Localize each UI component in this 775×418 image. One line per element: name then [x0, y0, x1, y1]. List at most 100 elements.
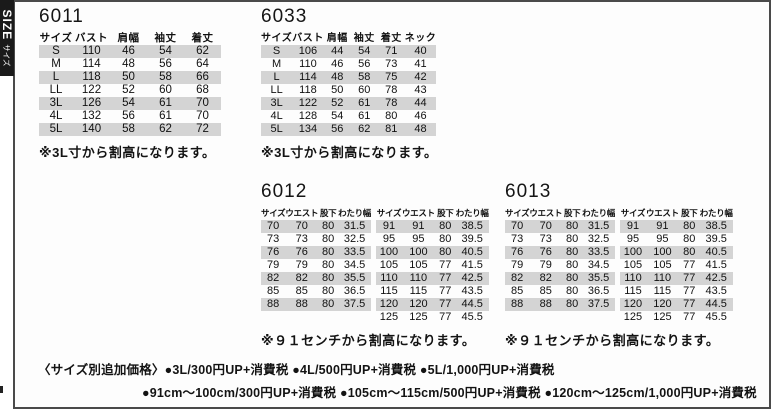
table-cell: 64	[196, 58, 209, 70]
table-row: 100 100 80 40.5	[619, 246, 733, 259]
table-cell: 54	[110, 97, 147, 110]
table-cell: 79	[267, 259, 280, 271]
table-cell: 43	[414, 84, 427, 96]
column-header: 肩幅	[117, 32, 140, 44]
table-cell: 77	[683, 259, 696, 271]
size-grid: サイズ ウエスト 股下 わたり幅 91 91 80 38.5 95 95 80 39.5 100 100 8…	[375, 207, 489, 324]
table-cell: 56	[122, 110, 135, 122]
table-cell: 95	[626, 233, 640, 245]
table-cell: 134	[292, 123, 324, 136]
table-row: 95 95 80 39.5	[620, 233, 733, 246]
size-grid: サイズ バスト 肩幅 袖丈 着丈 ネック S 106 44 54 71 40 M 110 46 56 73 41 L…	[261, 32, 437, 136]
table-cell: 37.5	[582, 298, 615, 311]
table-cell: 85	[511, 285, 524, 297]
product-number-6012: 6012	[261, 181, 308, 202]
table-cell: 125	[653, 311, 672, 323]
table-cell: 40.5	[699, 246, 733, 259]
size-block-6011: 6011 サイズ バスト 肩幅 袖丈 着丈 S 110 46 54 62 M 114 48 56 64 L 11…	[39, 6, 221, 161]
table-cell: 80	[318, 246, 339, 259]
table-cell: 34.5	[343, 259, 366, 271]
column-header: ウエスト	[645, 208, 679, 218]
table-cell: 91	[619, 220, 646, 233]
table-cell: 88	[505, 298, 530, 311]
size-grid: サイズ ウエスト 股下 わたり幅 70 70 80 31.5 73 73 80 32.5 76 76 80 3…	[505, 207, 615, 311]
table-cell: 80	[566, 285, 579, 297]
table-cell: 79	[295, 259, 308, 271]
note-6012: ※９１センチから割高になります。	[261, 333, 476, 348]
table-cell: 77	[439, 259, 452, 271]
table-cell: 120	[401, 298, 435, 311]
table-cell: 82	[285, 272, 319, 285]
content-frame	[13, 0, 771, 409]
table-cell: 44.5	[699, 298, 733, 311]
table-cell: 33.5	[338, 246, 371, 259]
table-cell: 82	[261, 272, 286, 285]
table-row: 120 120 77 44.5	[619, 298, 733, 311]
table-cell: 75	[377, 71, 405, 84]
table-cell: 91	[645, 220, 679, 233]
table-cell: 88	[285, 298, 319, 311]
table-cell: 78	[385, 84, 398, 96]
table-cell: 44	[323, 45, 351, 58]
table-cell: 3L	[261, 97, 293, 110]
table-row: 110 110 77 42.5	[375, 272, 489, 285]
table-cell: 77	[683, 285, 696, 297]
table-cell: 70	[261, 220, 286, 233]
column-header: 股下	[319, 208, 337, 218]
table-cell: LL	[270, 84, 283, 96]
table-row: 4L 132 56 61 70	[39, 110, 221, 123]
table-cell: 43.5	[461, 285, 483, 297]
column-header: わたり幅	[455, 208, 489, 218]
table-cell: 76	[285, 246, 319, 259]
table-cell: 61	[159, 110, 172, 122]
table-cell: 61	[358, 110, 371, 122]
table-cell: 56	[358, 58, 371, 70]
table-cell: 45.5	[705, 311, 727, 323]
table-cell: 80	[318, 220, 339, 233]
table-cell: 80	[562, 272, 583, 285]
column-header: 股下	[681, 208, 698, 218]
table-row: 3L 122 52 61 78 44	[261, 97, 437, 110]
table-cell: 52	[323, 97, 351, 110]
pricing-line-1: 〈サイズ別追加価格〉●3L/300円UP+消費税 ●4L/500円UP+消費税 …	[38, 359, 555, 378]
table-cell: 80	[318, 298, 339, 311]
table-cell: L	[39, 71, 73, 84]
table-row: 4L 128 54 61 80 46	[261, 110, 436, 123]
table-row: L 114 48 58 75 42	[261, 71, 437, 84]
table-cell: 77	[439, 311, 452, 323]
column-header: ウエスト	[401, 208, 435, 218]
column-header: ウエスト	[529, 208, 563, 218]
table-cell: 4L	[49, 110, 63, 122]
table-cell: 115	[409, 285, 428, 297]
column-header: サイズ	[505, 208, 530, 218]
table-cell: 110	[375, 272, 402, 285]
product-number-6013: 6013	[505, 181, 552, 202]
table-cell: 118	[299, 84, 317, 96]
table-row: LL 118 50 60 78 43	[261, 84, 436, 97]
table-row: 85 85 80 36.5	[505, 285, 615, 298]
table-cell: 80	[678, 220, 700, 233]
table-cell: 105	[379, 259, 399, 271]
table-cell: 61	[147, 97, 184, 110]
table-row: 73 73 80 32.5	[261, 233, 371, 246]
size-banner-label-en: SIZE	[0, 9, 14, 41]
table-cell: 132	[81, 110, 102, 122]
pricing-line-2: ●91cm〜100cm/300円UP+消費税 ●105cm〜115cm/500円…	[142, 382, 757, 401]
table-cell: 41.5	[705, 259, 727, 271]
table-cell: 42.5	[455, 272, 489, 285]
column-header: サイズ	[261, 208, 286, 218]
column-header: バスト	[75, 32, 108, 44]
column-header: 股下	[437, 208, 454, 218]
table-cell: 100	[375, 246, 402, 259]
table-row: 95 95 80 39.5	[376, 233, 489, 246]
column-header: サイズ	[376, 208, 402, 218]
table-cell: 43.5	[705, 285, 727, 297]
column-header: わたり幅	[582, 208, 615, 218]
table-cell: 52	[122, 84, 135, 96]
table-cell: 73	[539, 233, 552, 245]
table-cell: 44.5	[455, 298, 489, 311]
product-number-6033: 6033	[261, 6, 308, 27]
table-row: 82 82 80 35.5	[505, 272, 615, 285]
column-header: 着丈	[191, 32, 214, 44]
table-cell: 122	[81, 84, 102, 96]
